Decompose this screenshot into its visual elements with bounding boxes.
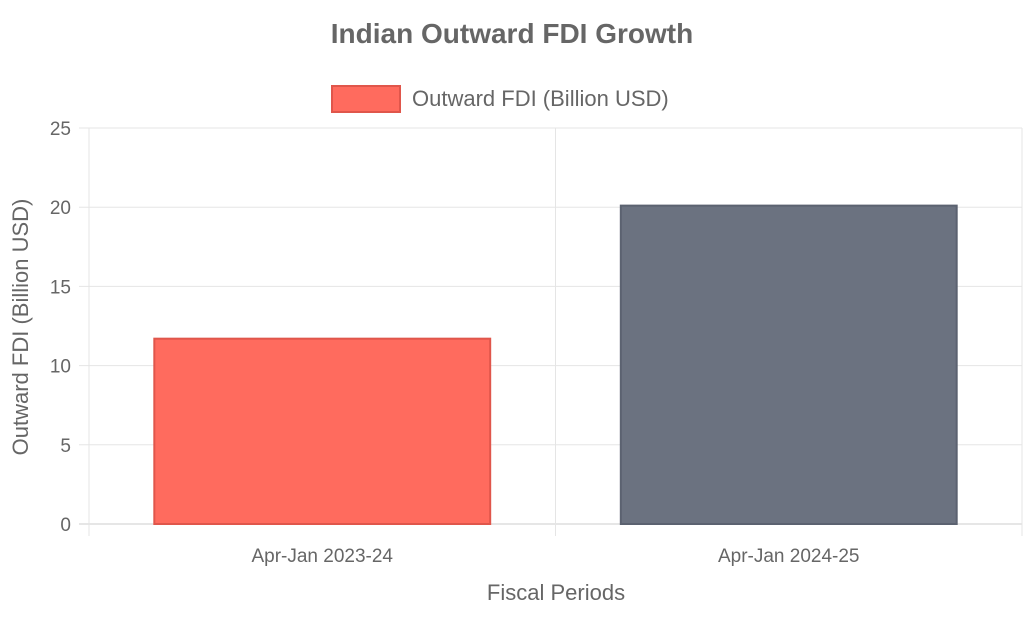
- ticks: 0 5 10 15 20 25 Apr-Jan 2023-24 Apr-Jan 2024-25: [50, 119, 860, 567]
- bars: [153, 204, 958, 525]
- y-tick-label: 20: [50, 198, 71, 219]
- y-tick-label: 0: [60, 515, 71, 536]
- y-axis-label: Outward FDI (Billion USD): [8, 199, 33, 456]
- y-tick-label: 25: [50, 119, 71, 140]
- y-tick-label: 15: [50, 277, 71, 298]
- bar[interactable]: [619, 204, 958, 525]
- y-tick-label: 10: [50, 357, 71, 378]
- legend-swatch[interactable]: [331, 85, 401, 113]
- bar[interactable]: [153, 337, 492, 525]
- y-tick-label: 5: [60, 436, 71, 457]
- x-axis-label: Fiscal Periods: [487, 580, 625, 605]
- x-tick-label: Apr-Jan 2024-25: [718, 546, 860, 567]
- chart-title: Indian Outward FDI Growth: [331, 18, 693, 49]
- legend-label[interactable]: Outward FDI (Billion USD): [412, 86, 669, 111]
- x-tick-label: Apr-Jan 2023-24: [251, 546, 393, 567]
- legend[interactable]: Outward FDI (Billion USD): [331, 85, 669, 113]
